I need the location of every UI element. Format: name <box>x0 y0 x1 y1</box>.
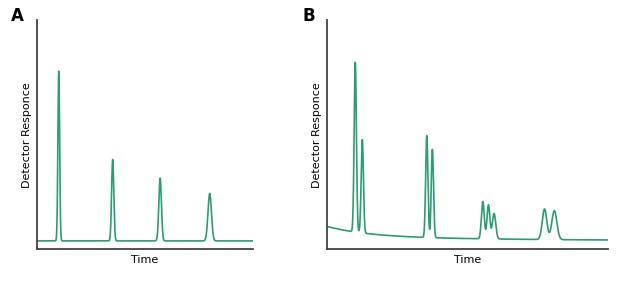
X-axis label: Time: Time <box>454 255 481 265</box>
X-axis label: Time: Time <box>131 255 159 265</box>
Y-axis label: Detector Responce: Detector Responce <box>312 82 322 188</box>
Text: B: B <box>302 7 314 25</box>
Y-axis label: Detector Responce: Detector Responce <box>22 82 32 188</box>
Text: A: A <box>11 7 24 25</box>
